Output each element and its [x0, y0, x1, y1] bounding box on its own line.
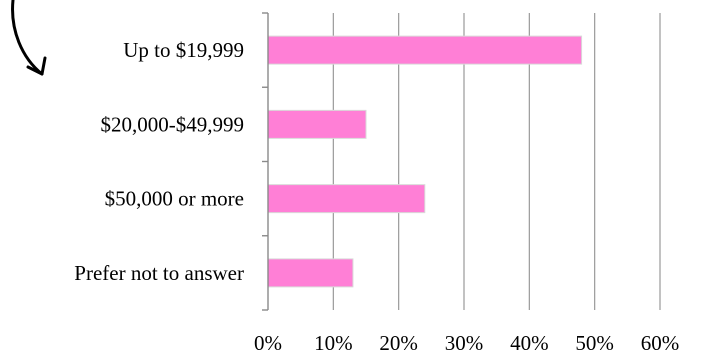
- bar: [267, 109, 367, 139]
- x-tick-label: 0%: [254, 331, 282, 355]
- arrow-annotation-icon: [11, 0, 44, 76]
- category-label: $20,000-$49,999: [101, 112, 245, 136]
- bar: [267, 184, 426, 214]
- arrowhead-icon: [26, 56, 47, 76]
- y-axis: [262, 12, 269, 311]
- category-label: Up to $19,999: [123, 38, 244, 62]
- category-labels: Up to $19,999 $20,000-$49,999 $50,000 or m…: [74, 38, 244, 285]
- x-tick-label: 50%: [575, 331, 614, 355]
- x-tick-labels: 0% 10% 20% 30% 40% 50% 60%: [254, 331, 679, 355]
- x-tick-label: 10%: [314, 331, 353, 355]
- bars: [267, 35, 583, 288]
- x-tick-label: 40%: [510, 331, 549, 355]
- bar: [267, 258, 354, 288]
- category-label: $50,000 or more: [105, 187, 244, 211]
- bar: [267, 35, 583, 65]
- x-tick-label: 60%: [641, 331, 680, 355]
- x-tick-label: 30%: [445, 331, 484, 355]
- x-tick-label: 20%: [379, 331, 418, 355]
- category-label: Prefer not to answer: [74, 261, 244, 285]
